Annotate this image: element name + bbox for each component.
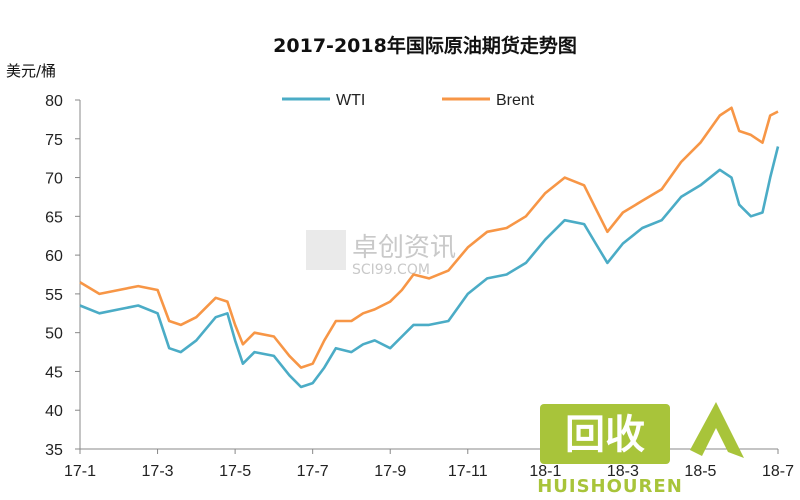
y-tick-label: 80 [45,93,63,110]
y-axis-ticks: 35 40 45 50 55 60 65 70 75 80 [45,93,80,459]
logo-text: 回收 [565,412,645,458]
x-tick-label: 18-7 [762,463,794,480]
watermark-icon [306,230,346,270]
x-tick-label: 18-3 [607,463,639,480]
logo-subtext: HUISHOUREN [537,476,683,497]
y-tick-label: 40 [45,403,63,420]
legend-label-brent: Brent [496,92,535,109]
watermark-subtext: SCI99.COM [352,262,430,278]
watermark-text: 卓创资讯 [352,233,456,263]
chart-title: 2017-2018年国际原油期货走势图 [273,34,577,57]
y-tick-label: 35 [45,442,63,459]
x-tick-label: 17-3 [142,463,174,480]
legend: WTI Brent [282,92,535,109]
x-axis-ticks: 17-1 17-3 17-5 17-7 17-9 17-11 18-1 18-3 18-5 18-… [64,449,794,480]
y-axis-label: 美元/桶 [6,62,56,80]
y-tick-label: 45 [45,364,63,381]
x-tick-label: 18-5 [684,463,716,480]
x-tick-label: 17-5 [219,463,251,480]
legend-label-wti: WTI [336,92,365,109]
series-line-brent [79,106,779,369]
x-tick-label: 17-7 [297,463,329,480]
logo-badge [540,404,670,464]
x-tick-label: 17-1 [64,463,96,480]
y-tick-label: 70 [45,171,63,188]
x-tick-label: 17-11 [448,463,488,480]
series-line-wti [79,146,780,389]
series-lines [79,106,780,389]
y-tick-label: 65 [45,209,63,226]
y-tick-label: 50 [45,326,63,343]
logo-leaf-icon [690,402,744,458]
x-tick-label: 18-1 [529,463,561,480]
watermark: 卓创资讯 SCI99.COM [306,230,456,278]
y-tick-label: 55 [45,287,63,304]
y-tick-label: 75 [45,132,63,149]
x-tick-label: 17-9 [374,463,406,480]
y-tick-label: 60 [45,248,63,265]
site-logo: 回收 HUISHOUREN [537,402,744,497]
